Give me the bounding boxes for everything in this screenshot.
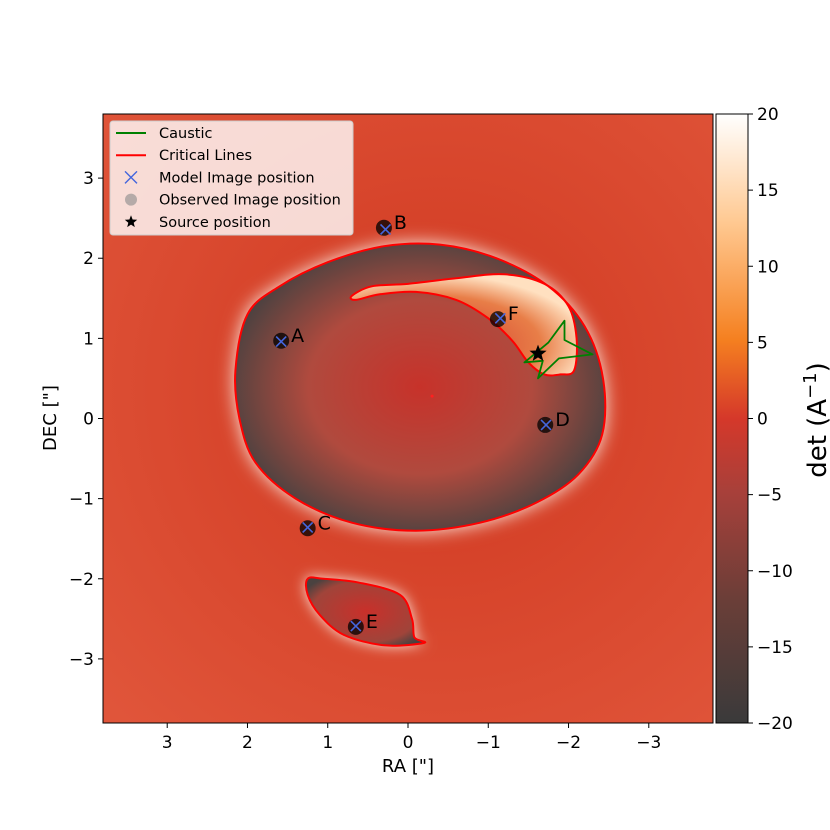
- legend: Caustic Critical Lines Model Image positio…: [109, 120, 354, 236]
- y-tick-label: −2: [69, 570, 94, 590]
- y-tick-label: −1: [69, 490, 94, 510]
- y-axis-ticks: 3 2 1 0 −1 −2 −3: [69, 169, 103, 670]
- legend-box: [109, 120, 354, 236]
- legend-entry: Caustic: [116, 126, 212, 142]
- colorbar: 20 15 10 5 0 −5 −10 −15 −20 det (A−1): [715, 105, 830, 734]
- legend-entry: Source position: [124, 215, 271, 231]
- model-image-F: [494, 312, 506, 324]
- legend-label: Source position: [159, 215, 271, 231]
- colorbar-gradient: [715, 113, 749, 724]
- x-tick-label: −2: [556, 733, 581, 753]
- critical-line-inner-crescent: [349, 273, 578, 377]
- legend-label: Observed Image position: [159, 193, 341, 209]
- x-tick-label: −3: [636, 733, 661, 753]
- model-image-D: [540, 419, 552, 431]
- heatmap-layer: A B C D E F: [103, 114, 713, 723]
- model-image-A: [275, 336, 287, 348]
- image-label-A: A: [291, 325, 304, 347]
- image-label-B: B: [394, 212, 407, 234]
- colorbar-tick-label: 5: [757, 333, 768, 353]
- source-position-star: [529, 344, 547, 361]
- y-tick-label: 2: [83, 249, 94, 269]
- observed-image-F: [489, 311, 506, 328]
- y-tick-label: 1: [83, 329, 94, 349]
- southern-region-fill: [305, 577, 426, 646]
- critical-lines: [234, 242, 607, 647]
- y-tick-label: 3: [83, 169, 94, 189]
- legend-label: Model Image position: [159, 170, 315, 186]
- image-label-F: F: [508, 303, 519, 325]
- model-image-C: [302, 521, 314, 534]
- x-tick-label: 2: [242, 733, 253, 753]
- legend-star-swatch: [124, 215, 138, 228]
- image-label-C: C: [318, 512, 331, 534]
- x-axis-ticks: 3 2 1 0 −1 −2 −3: [162, 723, 661, 753]
- colorbar-tick-label: −20: [757, 714, 793, 734]
- critical-line-southern: [304, 576, 427, 647]
- legend-label: Critical Lines: [159, 148, 252, 164]
- colorbar-label: det (A−1): [800, 362, 830, 478]
- legend-entry: Observed Image position: [125, 193, 341, 209]
- image-label-D: D: [555, 409, 570, 431]
- y-axis-label: DEC ["]: [40, 385, 61, 451]
- legend-entry: Critical Lines: [116, 148, 252, 164]
- colorbar-tick-label: −10: [757, 562, 793, 582]
- colorbar-tick-label: 20: [757, 105, 779, 125]
- colorbar-tick-label: 15: [757, 181, 779, 201]
- x-tick-label: −1: [476, 733, 501, 753]
- x-axis-label: RA ["]: [382, 756, 434, 777]
- colorbar-tick-label: −15: [757, 638, 793, 658]
- x-tick-label: 1: [322, 733, 333, 753]
- colorbar-tick-label: −5: [757, 486, 782, 506]
- caustic-layer: [523, 319, 594, 380]
- y-tick-label: 0: [83, 410, 94, 430]
- legend-label: Caustic: [159, 126, 212, 142]
- critical-line-outer: [234, 242, 607, 532]
- model-image-B: [379, 223, 392, 235]
- colorbar-ticks: 20 15 10 5 0 −5 −10 −15 −20: [748, 105, 793, 734]
- colorbar-tick-label: 10: [757, 257, 779, 277]
- colorbar-tick-label: 0: [757, 410, 768, 430]
- legend-entry: Model Image position: [124, 170, 315, 186]
- image-label-E: E: [366, 611, 378, 633]
- image-markers: A B C D E F: [273, 212, 570, 635]
- model-image-E: [350, 620, 362, 632]
- caustic-line: [523, 319, 594, 380]
- lens-center-marker: [430, 394, 434, 398]
- legend-x-swatch: [124, 170, 138, 184]
- legend-circle-swatch: [125, 193, 137, 206]
- x-tick-label: 3: [162, 733, 173, 753]
- y-tick-label: −3: [69, 650, 94, 670]
- x-tick-label: 0: [403, 733, 414, 753]
